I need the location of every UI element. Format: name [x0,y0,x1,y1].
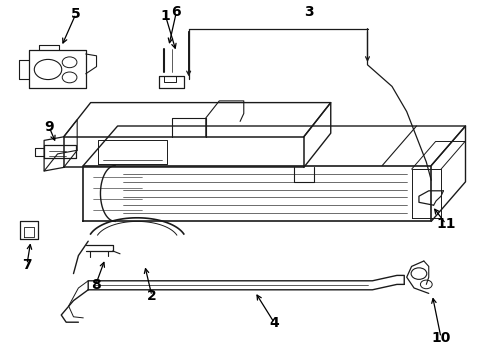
Text: 3: 3 [304,5,314,19]
Text: 1: 1 [161,9,171,23]
Text: 10: 10 [431,331,451,345]
Text: 2: 2 [147,289,157,303]
Text: 9: 9 [44,120,54,134]
Text: 6: 6 [172,5,181,19]
Text: 8: 8 [91,278,100,292]
Text: 5: 5 [71,7,81,21]
Text: 7: 7 [22,258,32,271]
Text: 4: 4 [270,316,279,330]
Text: 11: 11 [436,217,456,231]
